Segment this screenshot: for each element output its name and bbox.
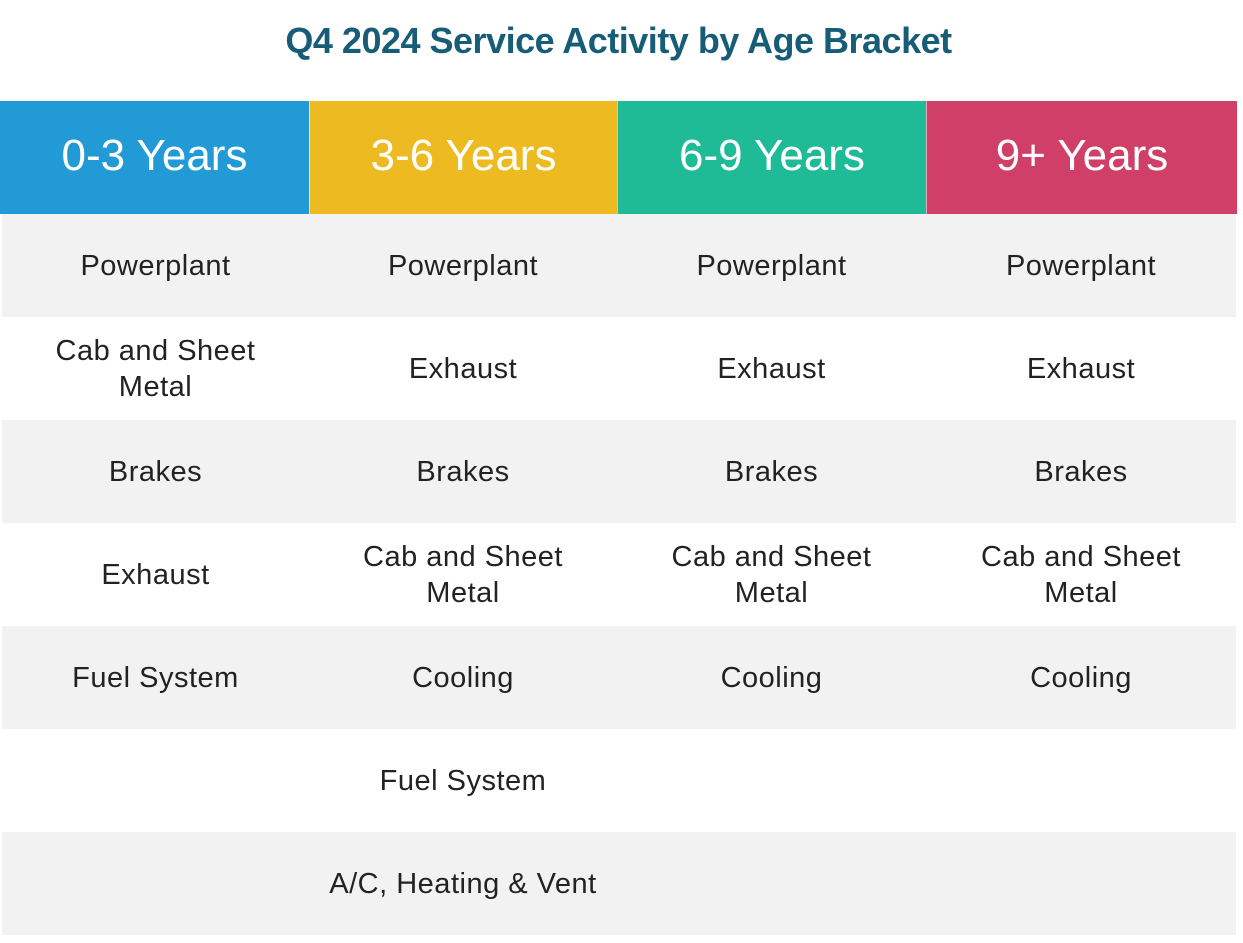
column-header: 9+ Years [926,101,1237,214]
table-cell: Powerplant [926,214,1236,317]
table-cell: Brakes [309,420,617,523]
table-cell [926,729,1236,832]
table-cell: Cab and Sheet Metal [926,523,1236,626]
table-cell [2,832,309,935]
table-cell: Powerplant [309,214,617,317]
table-cell: Cooling [617,626,926,729]
table-cell: Cooling [926,626,1236,729]
table-cell: Exhaust [2,523,309,626]
table-cell: A/C, Heating & Vent [309,832,617,935]
table-cell: Cab and Sheet Metal [309,523,617,626]
table-cell: Fuel System [309,729,617,832]
table-cell [617,729,926,832]
table-cell: Brakes [617,420,926,523]
table-cell: Cab and Sheet Metal [2,317,309,420]
service-table: 0-3 Years 3-6 Years 6-9 Years 9+ Years Power… [0,101,1237,935]
table-cell: Powerplant [617,214,926,317]
table-cell [2,729,309,832]
table-cell: Brakes [2,420,309,523]
table-cell: Cab and Sheet Metal [617,523,926,626]
table-cell: Exhaust [309,317,617,420]
table-cell: Brakes [926,420,1236,523]
table-cell [617,832,926,935]
table-title: Q4 2024 Service Activity by Age Bracket [285,20,952,61]
column-header: 3-6 Years [309,101,617,214]
table-cell [926,832,1236,935]
column-header: 6-9 Years [617,101,926,214]
column-header: 0-3 Years [0,101,309,214]
table-cell: Fuel System [2,626,309,729]
table-cell: Cooling [309,626,617,729]
table-cell: Exhaust [617,317,926,420]
table-cell: Powerplant [2,214,309,317]
table-cell: Exhaust [926,317,1236,420]
